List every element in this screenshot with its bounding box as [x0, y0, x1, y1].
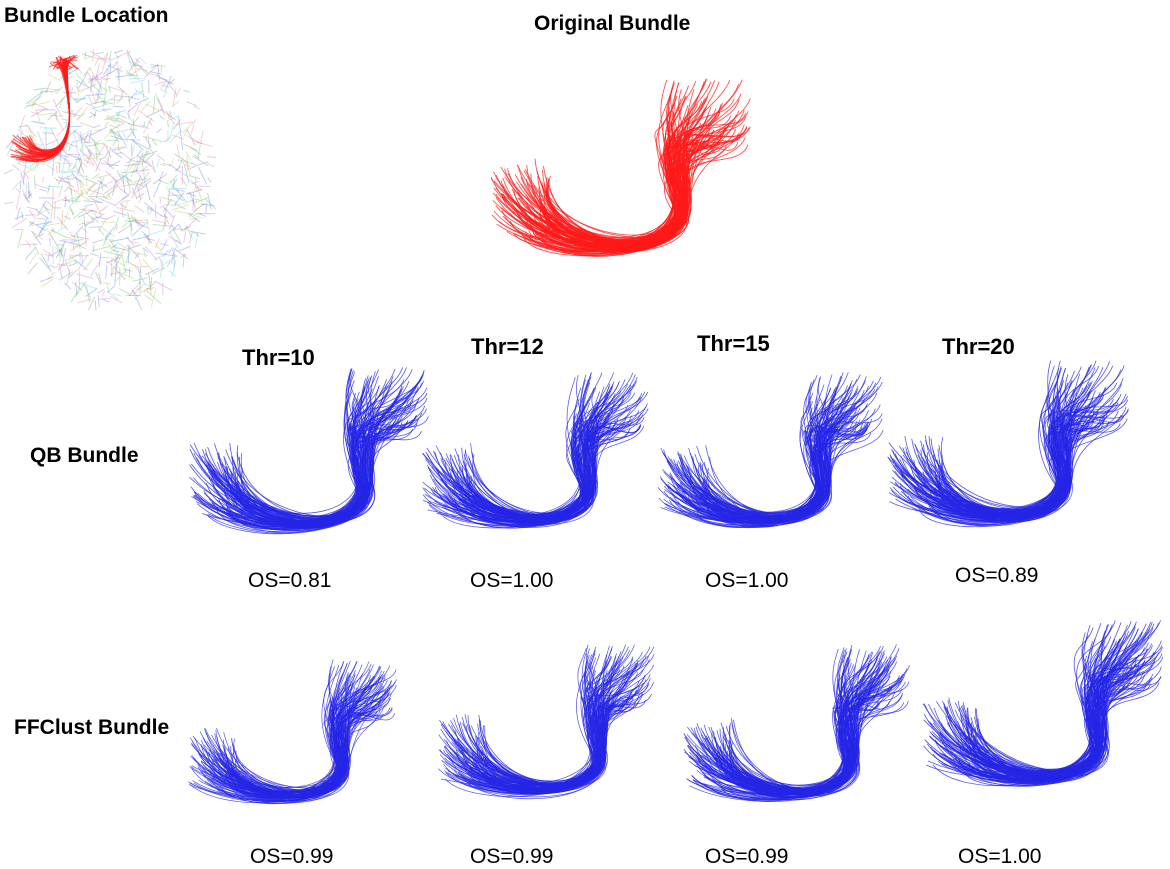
qb-bundle-label: QB Bundle [30, 444, 139, 468]
fiber-strands [438, 645, 654, 799]
ffclust-bundle-thr10-image [168, 655, 418, 820]
ffclust-score-thr15: OS=0.99 [705, 845, 788, 869]
bundle-location-title: Bundle Location [4, 4, 169, 28]
original-bundle-title: Original Bundle [534, 12, 690, 36]
fiber-strands [684, 644, 910, 801]
qb-bundle-thr15-image [653, 362, 888, 552]
brain-fibers [4, 49, 216, 310]
fiber-strands [189, 367, 428, 533]
fiber-strands [923, 620, 1163, 786]
fiber-strands [188, 659, 396, 803]
qb-bundle-thr10-image [184, 362, 434, 552]
fiber-strands [658, 372, 883, 527]
qb-score-thr12: OS=1.00 [470, 569, 553, 593]
ffclust-bundle-thr12-image [432, 632, 662, 822]
qb-score-thr20: OS=0.89 [955, 564, 1038, 588]
ffclust-bundle-thr20-image [918, 598, 1168, 823]
threshold-header-15: Thr=15 [697, 331, 770, 357]
original-bundle-image [486, 72, 756, 277]
brain-tractography-image [4, 40, 216, 310]
qb-score-thr10: OS=0.81 [248, 569, 331, 593]
ffclust-score-thr20: OS=1.00 [958, 845, 1041, 869]
ffclust-bundle-label: FFClust Bundle [14, 716, 169, 740]
ffclust-score-thr12: OS=0.99 [470, 845, 553, 869]
ffclust-score-thr10: OS=0.99 [250, 845, 333, 869]
qb-bundle-thr20-image [878, 355, 1138, 545]
threshold-header-12: Thr=12 [471, 334, 544, 360]
qb-bundle-thr12-image [418, 362, 653, 552]
fiber-strands [491, 79, 750, 257]
fiber-strands [422, 372, 648, 528]
qb-score-thr15: OS=1.00 [705, 569, 788, 593]
ffclust-bundle-thr15-image [675, 640, 920, 820]
fiber-strands [888, 361, 1129, 527]
